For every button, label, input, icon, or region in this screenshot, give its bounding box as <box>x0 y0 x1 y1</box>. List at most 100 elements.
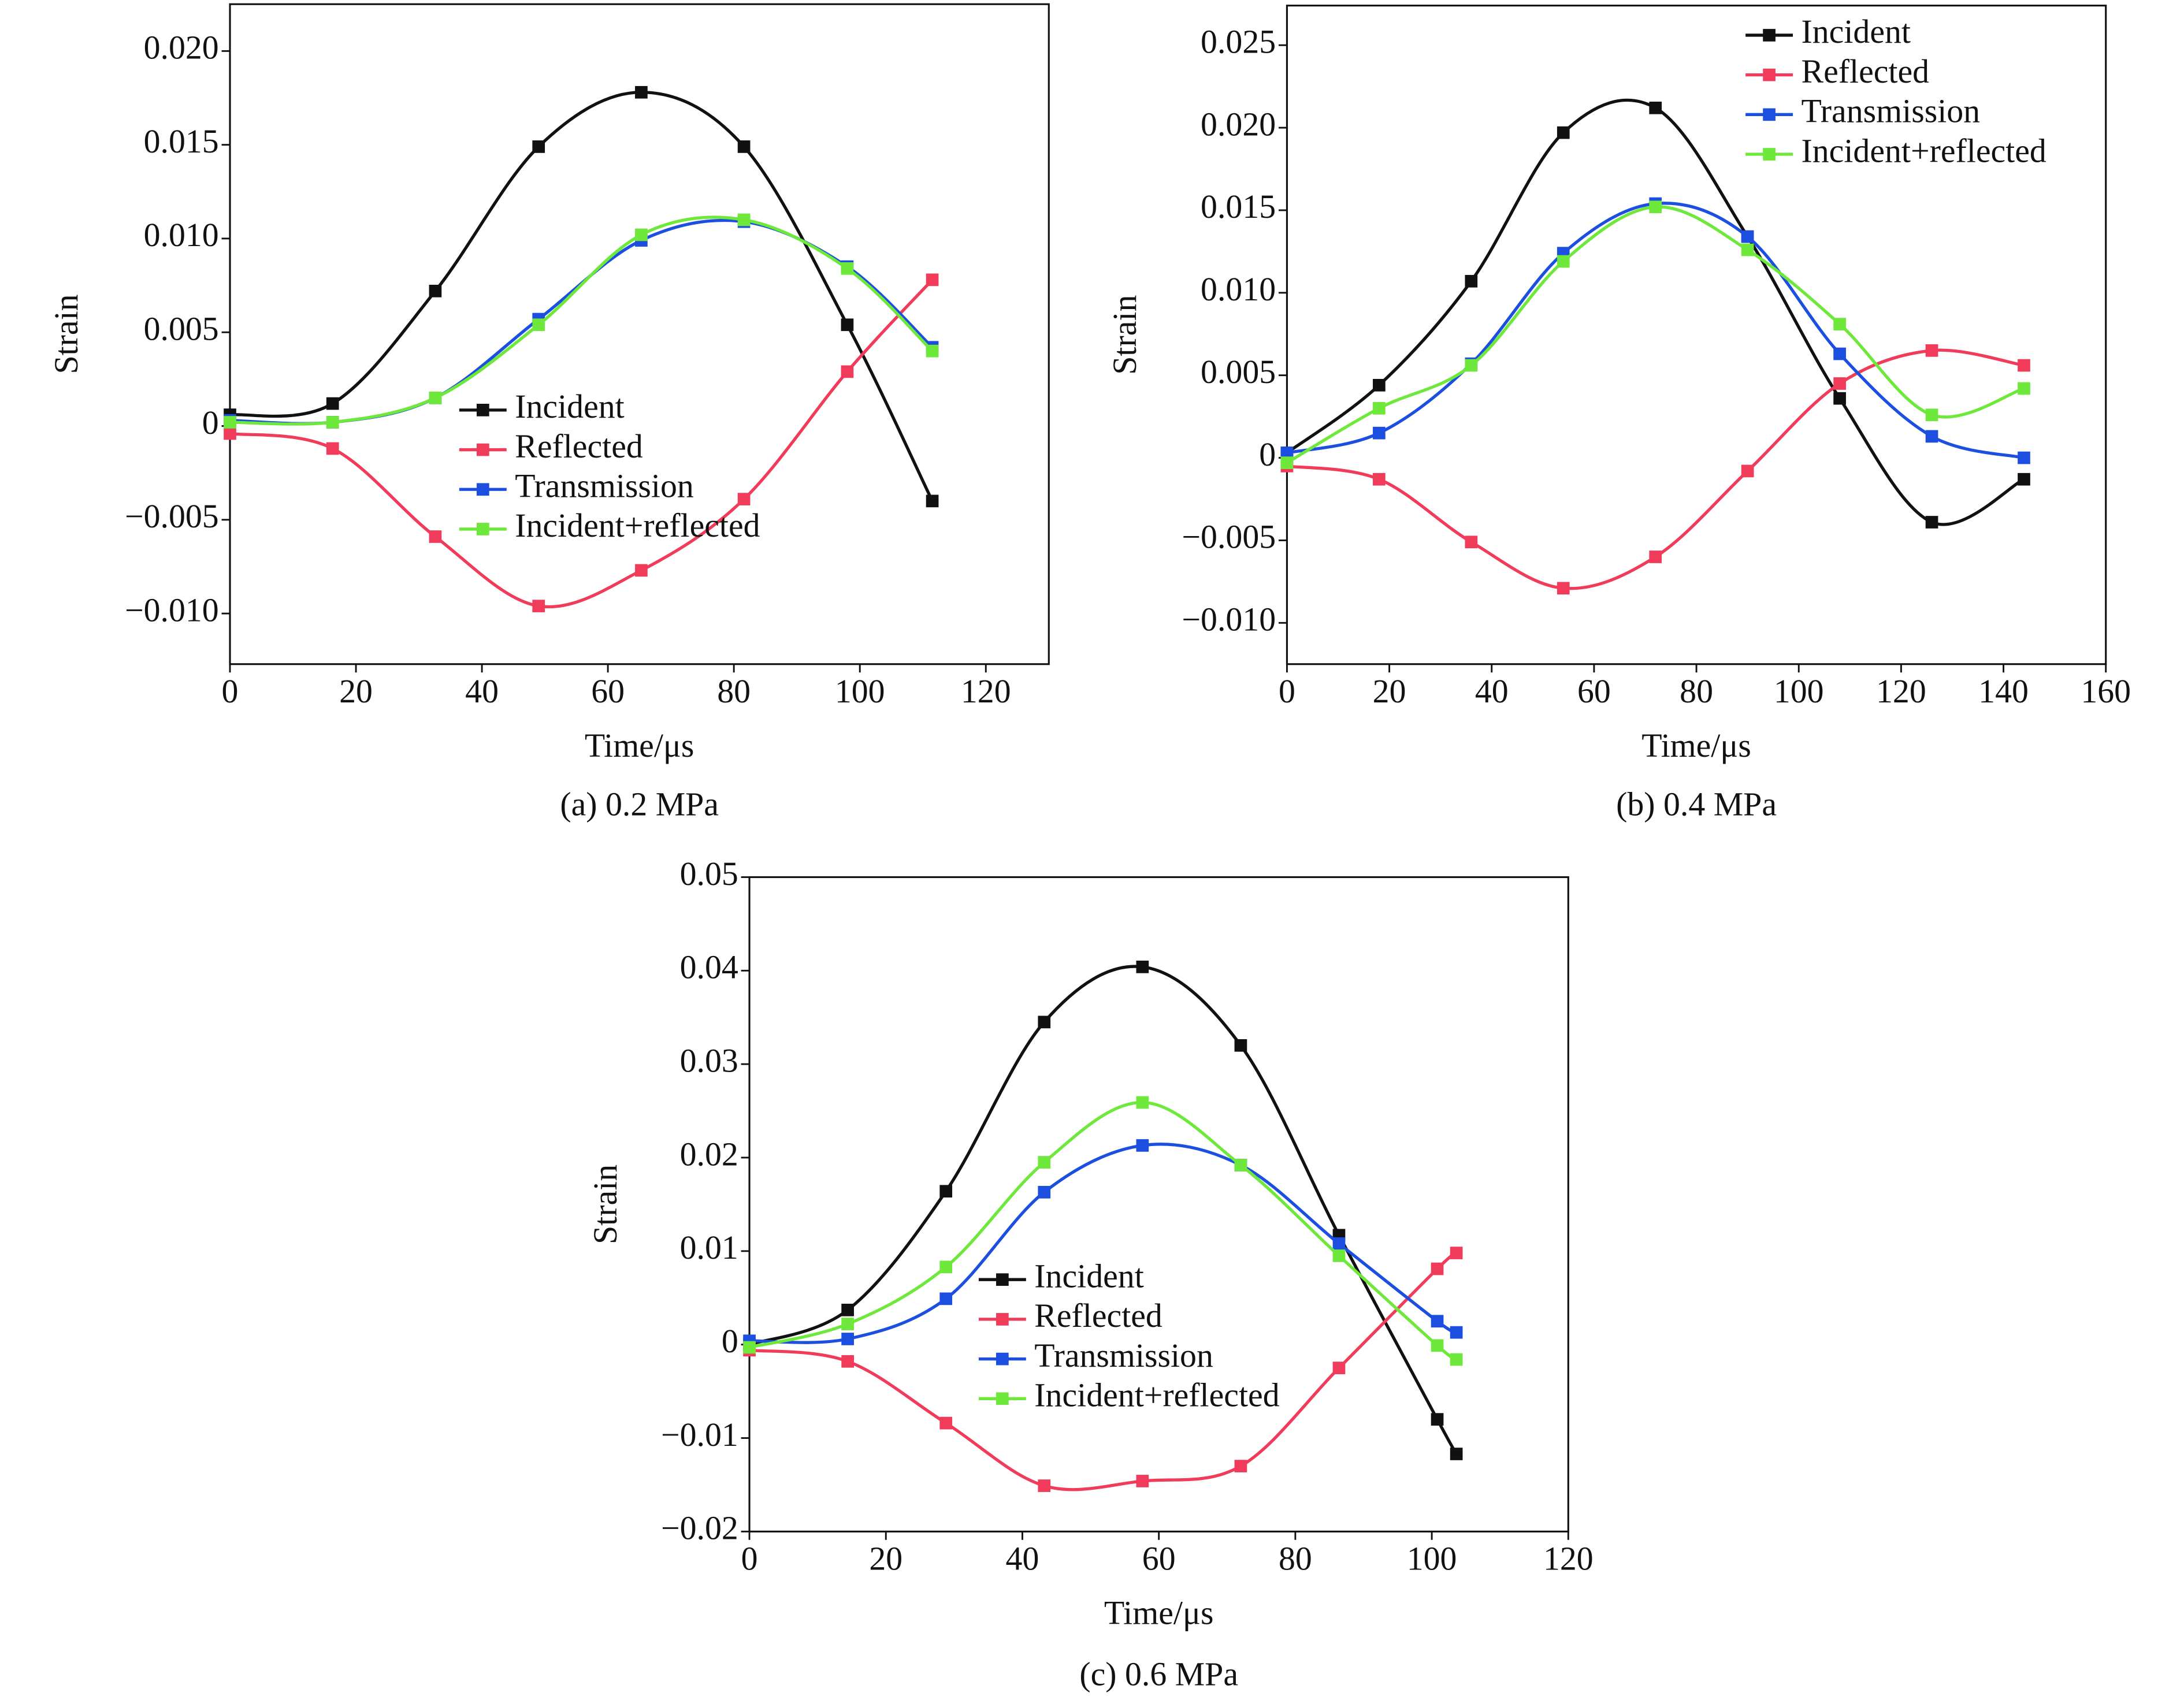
x-axis-label: Time/μs <box>1104 1594 1214 1632</box>
data-point <box>1332 1237 1346 1250</box>
y-tick-label: −0.01 <box>661 1416 738 1453</box>
y-tick-label: 0.015 <box>1201 188 1276 225</box>
data-point <box>1450 1326 1463 1339</box>
data-point <box>1373 426 1386 440</box>
data-point <box>841 365 854 378</box>
data-point <box>1649 550 1662 563</box>
data-point <box>841 1303 854 1316</box>
chart-caption: (b) 0.4 MPa <box>1616 785 1777 823</box>
data-point <box>1649 101 1662 114</box>
x-tick-label: 0 <box>1279 672 1295 710</box>
data-point <box>1557 582 1570 595</box>
y-tick-label: 0 <box>202 404 219 441</box>
y-tick-label: −0.005 <box>125 497 219 535</box>
legend-label: Incident+reflected <box>515 507 760 544</box>
data-point <box>1332 1362 1346 1374</box>
data-point <box>1373 473 1386 486</box>
data-point <box>1833 392 1846 405</box>
data-point <box>1925 344 1938 357</box>
data-point <box>939 1260 953 1274</box>
data-point <box>1431 1339 1444 1352</box>
data-point <box>1833 377 1846 390</box>
chart-caption: (a) 0.2 MPa <box>560 785 719 823</box>
data-point <box>635 228 648 241</box>
data-point <box>532 318 545 332</box>
series-line <box>1286 202 2025 460</box>
chart: 0 20 40 60 80 100 120 −0.02 −0.01 0 0.01 0.02 0.03 0.… <box>586 855 1594 1693</box>
data-point <box>1373 401 1386 415</box>
data-point <box>1465 274 1478 288</box>
data-point <box>532 140 545 153</box>
data-point <box>532 600 545 612</box>
data-point <box>1136 1475 1149 1487</box>
plot-frame <box>229 3 1050 665</box>
data-point <box>326 397 339 410</box>
data-point <box>429 391 442 404</box>
y-tick-label: 0.03 <box>680 1041 738 1079</box>
data-point <box>737 213 751 226</box>
data-point <box>1234 1460 1247 1472</box>
data-point <box>1925 430 1938 443</box>
legend-marker <box>476 404 489 416</box>
data-point <box>939 1292 953 1305</box>
data-point <box>1465 535 1478 549</box>
data-point <box>224 416 236 429</box>
y-tick-label: 0.020 <box>1201 105 1276 143</box>
data-point <box>841 1318 854 1330</box>
data-point <box>737 493 751 505</box>
data-point <box>1450 1353 1463 1366</box>
x-tick-label: 80 <box>717 672 751 710</box>
y-axis-label: Strain <box>1106 295 1143 375</box>
data-point <box>1280 456 1294 469</box>
y-tick-label: 0.05 <box>680 855 738 892</box>
y-tick-label: 0.005 <box>1201 353 1276 390</box>
x-tick-label: 60 <box>1577 672 1611 710</box>
y-tick-label: 0.015 <box>144 122 219 160</box>
data-point <box>1373 378 1386 392</box>
data-point <box>1234 1039 1247 1052</box>
x-tick-label: 20 <box>869 1540 902 1578</box>
y-tick-label: −0.005 <box>1182 518 1276 556</box>
x-tick-label: 0 <box>222 672 239 710</box>
y-tick-label: 0.005 <box>144 310 219 348</box>
y-axis-label: Strain <box>586 1165 624 1244</box>
y-tick-label: 0.010 <box>144 216 219 254</box>
x-tick-label: 0 <box>741 1540 758 1578</box>
data-point <box>1136 961 1149 973</box>
y-axis-label: Strain <box>47 294 85 374</box>
x-tick-label: 140 <box>1978 672 2029 710</box>
data-point <box>841 1355 854 1368</box>
series-line <box>230 215 934 426</box>
series-line <box>749 1100 1458 1361</box>
x-tick-label: 80 <box>1680 672 1713 710</box>
x-tick-label: 120 <box>1876 672 1926 710</box>
x-tick-label: 80 <box>1279 1540 1312 1578</box>
y-tick-label: 0.04 <box>680 948 738 986</box>
legend-marker <box>996 1352 1009 1366</box>
legend-label: Incident+reflected <box>1802 132 2046 169</box>
legend-marker <box>1763 29 1776 42</box>
x-tick-label: 40 <box>1006 1540 1039 1578</box>
y-tick-label: −0.010 <box>125 591 219 628</box>
data-point <box>1136 1139 1149 1152</box>
x-tick-label: 60 <box>1142 1540 1176 1578</box>
data-point <box>1332 1249 1346 1262</box>
y-tick-label: 0 <box>1259 436 1276 473</box>
x-tick-label: 100 <box>835 672 885 710</box>
data-point <box>326 416 339 429</box>
data-point <box>635 85 648 99</box>
y-tick-label: −0.010 <box>1182 601 1276 638</box>
data-point <box>841 318 854 332</box>
chart: 0 20 40 60 80 100 120 140 160 −0.010 −0.005 0 0.005 0… <box>1106 5 2131 823</box>
y-tick-label: −0.02 <box>661 1509 738 1547</box>
data-point <box>737 140 751 153</box>
data-point <box>926 344 939 358</box>
data-point <box>743 1341 756 1354</box>
legend-marker <box>476 443 489 456</box>
data-point <box>939 1185 953 1198</box>
x-tick-label: 160 <box>2081 672 2131 710</box>
data-point <box>429 284 442 297</box>
data-point <box>1136 1096 1149 1109</box>
data-point <box>429 530 442 543</box>
x-axis-label: Time/μs <box>585 727 694 764</box>
